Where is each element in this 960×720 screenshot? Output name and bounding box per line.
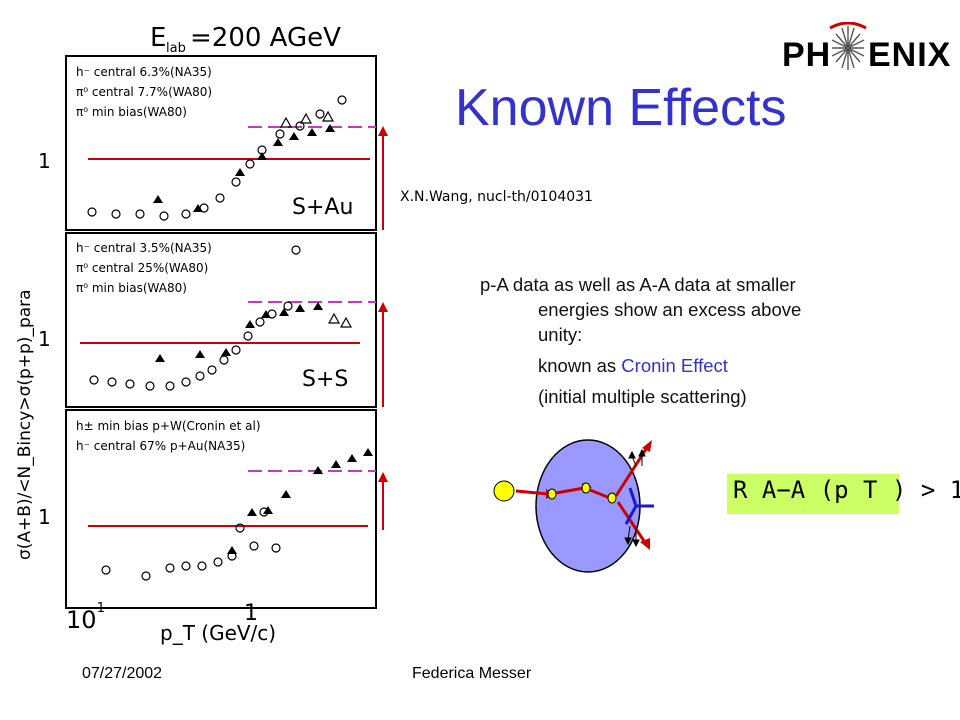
arrow-head-1 [378, 126, 388, 136]
legend-1-3: π⁰ min bias(WA80) [76, 105, 187, 119]
outgoing-jet-down [616, 501, 648, 545]
hadron-arrows [624, 448, 646, 548]
figure-header-rest: =200 AGeV [190, 23, 341, 53]
scatter-arrow-2 [555, 486, 585, 495]
scatter-point-3 [607, 492, 617, 504]
reference-citation: X.N.Wang, nucl-th/0104031 [400, 189, 593, 205]
legend-3-2: h⁻ central 67% p+Au(NA35) [76, 439, 245, 453]
scatter-point-1 [547, 488, 557, 500]
figure-header-sub: lab [166, 41, 186, 56]
legend-1-2: π⁰ central 7.7%(WA80) [76, 85, 212, 99]
panel-frame-2 [65, 232, 377, 408]
outgoing-jet-down-head [640, 538, 650, 550]
panel-2: h⁻ central 3.5%(NA35) π⁰ central 25%(WA8… [38, 241, 388, 407]
panel-frame-1 [65, 55, 377, 231]
legend-1-1: h⁻ central 6.3%(NA35) [76, 65, 212, 79]
bullet-text-1: p-A data as well as A-A data at smaller … [480, 274, 802, 345]
panel-1-ytick: 1 [38, 149, 51, 173]
legend-2-3: π⁰ min bias(WA80) [76, 281, 187, 295]
bullet-list: p-A data as well as A-A data at smaller … [480, 272, 840, 409]
panel-2-label: S+S [302, 367, 348, 392]
footer-date: 07/27/2002 [82, 665, 163, 682]
ratio-formula-box: R A−A (p T ) > 1 [727, 474, 960, 514]
logo-text-right: ENIX [868, 36, 952, 74]
fragmentation-lines [624, 487, 654, 525]
x-tick-high: 1 [244, 601, 258, 626]
x-tick-low: 10 [66, 606, 97, 634]
slide-title: Known Effects [455, 79, 787, 137]
scatter-arrow-3 [589, 488, 611, 500]
panel-3: h± min bias p+W(Cronin et al) h⁻ central… [38, 419, 388, 581]
ratio-formula: R A−A (p T ) > 1 [733, 476, 960, 504]
arrow-head-2 [378, 302, 388, 312]
figure-x-label: p_T (GeV/c) [160, 621, 276, 645]
footer-author: Federica Messer [412, 665, 532, 682]
cronin-effect-text: Cronin Effect [621, 355, 728, 376]
panel-frame-3 [65, 409, 377, 609]
phenix-logo: PH ENIX [778, 14, 950, 74]
cronin-figure: E lab =200 AGeV σ(A+B)/<N_Bincy>σ(p+p)_p… [15, 23, 388, 645]
x-tick-low-exp: -1 [92, 601, 105, 616]
scattering-diagram [493, 439, 654, 573]
logo-text-left: PH [782, 36, 832, 74]
panel-3-ytick: 1 [38, 505, 51, 529]
figure-header-e: E [150, 23, 166, 53]
bullet-text-2: known as Cronin Effect [480, 353, 840, 378]
scatter-point-2 [581, 482, 591, 494]
figure-header: E lab =200 AGeV [150, 23, 341, 56]
outgoing-jet-up-head [642, 440, 652, 452]
panel-1: h⁻ central 6.3%(NA35) π⁰ central 7.7%(WA… [38, 65, 388, 230]
bullet-text-2-prefix: known as [538, 355, 622, 376]
legend-3-1: h± min bias p+W(Cronin et al) [76, 419, 261, 433]
legend-2-2: π⁰ central 25%(WA80) [76, 261, 208, 275]
phoenix-star-icon [829, 22, 867, 70]
nucleus-circle [535, 439, 641, 573]
panel-1-label: S+Au [292, 195, 353, 220]
panel-2-ytick: 1 [38, 327, 51, 351]
incoming-proton-icon [493, 480, 515, 502]
figure-y-label: σ(A+B)/<N_Bincy>σ(p+p)_para [15, 289, 35, 560]
scatter-arrow-1 [515, 489, 549, 496]
legend-2-1: h⁻ central 3.5%(NA35) [76, 241, 212, 255]
arrow-head-3 [378, 472, 388, 482]
bullet-text-3: (initial multiple scattering) [538, 386, 747, 407]
